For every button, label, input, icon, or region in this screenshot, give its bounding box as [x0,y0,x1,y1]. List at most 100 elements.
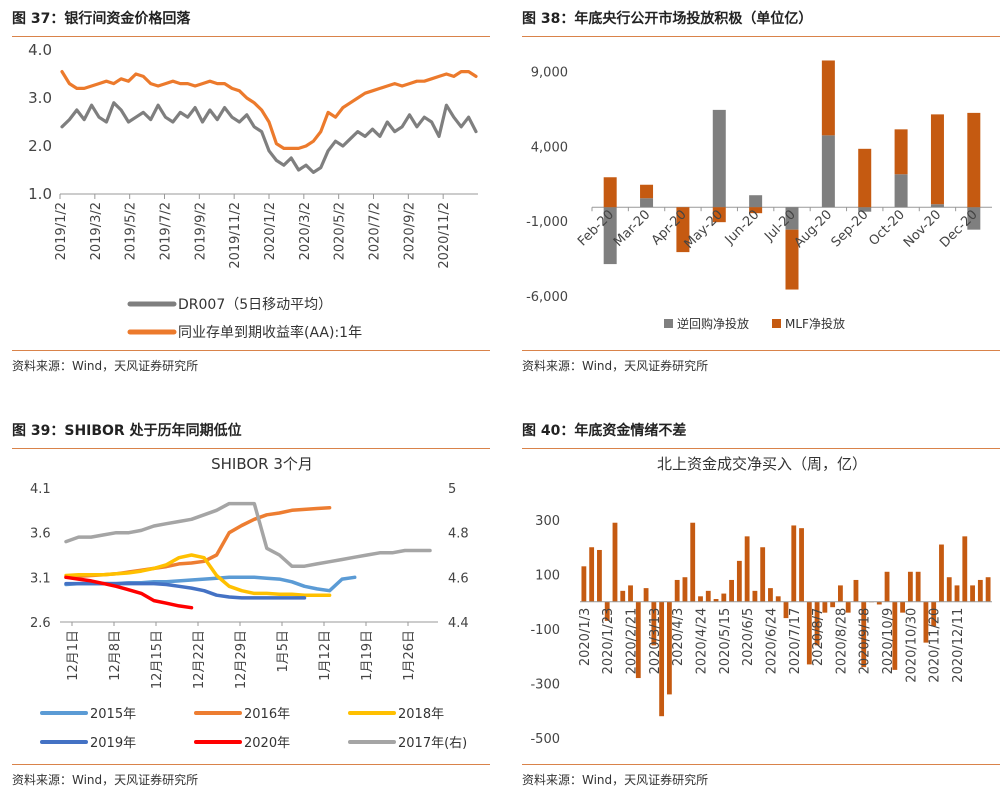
y-tick-label: 9,000 [531,65,568,80]
bar-1 [967,112,981,208]
bar-1 [640,184,654,199]
x-tick-label: 2020/7/2 [368,202,383,260]
chart-40: 北上资金成交净买入（周，亿） 300 100 -100 -300 -500 2020/1/3… [530,455,992,747]
chart-37: 1.0 2.0 3.0 4.0 2019/1/2 2019/3/2 2019/5/2 2019… [28,41,478,341]
x-tick-label: 2019/7/2 [159,202,174,260]
bar [970,585,975,602]
bar [775,596,781,602]
bar [721,593,727,602]
bar [620,590,626,602]
bar [900,601,906,613]
bar [892,601,898,670]
bar-1 [930,114,944,205]
x-tick-label: 2019/9/2 [193,202,208,260]
x-tick-label: 2020/5/15 [718,608,733,675]
x-tick-label: 1月19日 [360,630,375,681]
y-tick-label: 100 [535,569,560,584]
bar-1 [858,148,872,208]
y-tick-label-right: 5 [448,482,456,497]
bar [907,571,913,602]
x-tick-label: 2019/11/2 [228,202,243,269]
bar [884,571,890,602]
bar-1 [821,60,835,136]
legend-label: 2017年(右) [398,736,467,751]
x-tick-label: 2020/7/17 [788,608,803,675]
x-tick-label: 2020/8/28 [834,608,849,675]
series-line-4 [64,575,194,610]
legend-label: MLF净投放 [785,316,845,331]
y-tick-label-left: 4.1 [30,482,51,497]
y-tick-label: -1,000 [526,215,568,230]
x-tick-label: 2020/3/13 [648,608,663,675]
bar [643,588,649,602]
legend-label: 2016年 [244,707,290,722]
bar [931,601,937,627]
x-tick-label: 1月5日 [276,630,291,673]
bar [822,601,828,613]
y-tick-label: 1.0 [28,185,52,203]
panel-39: 图 39：SHIBOR 处于历年同期低位 SHIBOR 3个月 2.6 3.1 3.6… [12,412,490,792]
x-tick-label: 2020/1/23 [601,608,616,675]
x-tick-label: 2020/4/24 [694,608,709,675]
bar [752,590,758,602]
bar [659,601,665,717]
x-tick-label: Sep-20 [829,207,872,250]
x-tick-label: 2020/8/7 [811,608,826,666]
bar [589,547,595,602]
bar [674,579,680,602]
x-tick-label: Jun-20 [722,207,763,248]
x-tick-label: 2020/3/2 [298,202,313,260]
panel-37: 图 37：银行间资金价格回落 1.0 2.0 3.0 4.0 2019/1/2 2019/… [12,0,490,380]
bar [876,601,882,605]
y-tick-label-right: 4.6 [448,571,469,586]
legend-label: 2019年 [90,736,136,751]
bar [923,601,929,643]
bar [939,544,944,602]
y-tick-label: 4.0 [28,41,52,59]
x-tick-label: 2019/3/2 [89,202,104,260]
bar [768,588,773,602]
bar [861,601,867,668]
bar [915,571,921,602]
bar [799,528,804,602]
legend-label: 2020年 [244,736,290,751]
figure-title: 图 38：年底央行公开市场投放积极（单位亿） [522,11,813,27]
bar [729,579,734,602]
bar [635,601,641,679]
series-line-0 [60,101,478,174]
bar [690,522,696,602]
x-tick-label: 12月8日 [108,630,123,681]
x-tick-label: 2019/5/2 [124,202,139,260]
title-rule [522,36,1000,37]
y-tick-label-right: 4.4 [448,616,469,631]
bar-0 [640,198,654,208]
bar-0 [749,195,763,208]
bar [628,585,633,602]
chart-title: 北上资金成交净买入（周，亿） [657,455,867,473]
bar [806,601,812,665]
legend-label: 同业存单到期收益率(AA):1年 [178,324,362,341]
x-tick-label: 1月12日 [318,630,333,681]
x-tick-label: 2020/1/2 [263,202,278,260]
x-tick-label: 2020/11/2 [437,202,452,269]
bar [612,522,618,602]
x-tick-label: 2020/6/24 [764,608,779,675]
x-tick-label: Mar-20 [611,207,653,249]
chart-38: 9,0004,000-1,000-6,000Feb-20Mar-20Apr-20… [526,60,992,331]
bar-0 [712,109,726,208]
y-tick-label: 4,000 [531,140,568,155]
x-tick-label: 2020/9/18 [858,608,873,675]
legend-label: 逆回购净投放 [677,316,749,331]
bar [985,577,991,602]
x-tick-label: 2020/12/11 [951,608,966,683]
bottom-rule [522,350,1000,351]
bar [705,590,711,602]
bar [946,577,952,602]
x-tick-label: 12月15日 [150,630,165,689]
y-tick-label-left: 2.6 [30,616,51,631]
series-line-3 [64,581,307,600]
bar [744,536,750,602]
x-tick-label: 2020/10/9 [881,608,896,675]
bar [814,601,820,646]
bar [581,566,587,602]
